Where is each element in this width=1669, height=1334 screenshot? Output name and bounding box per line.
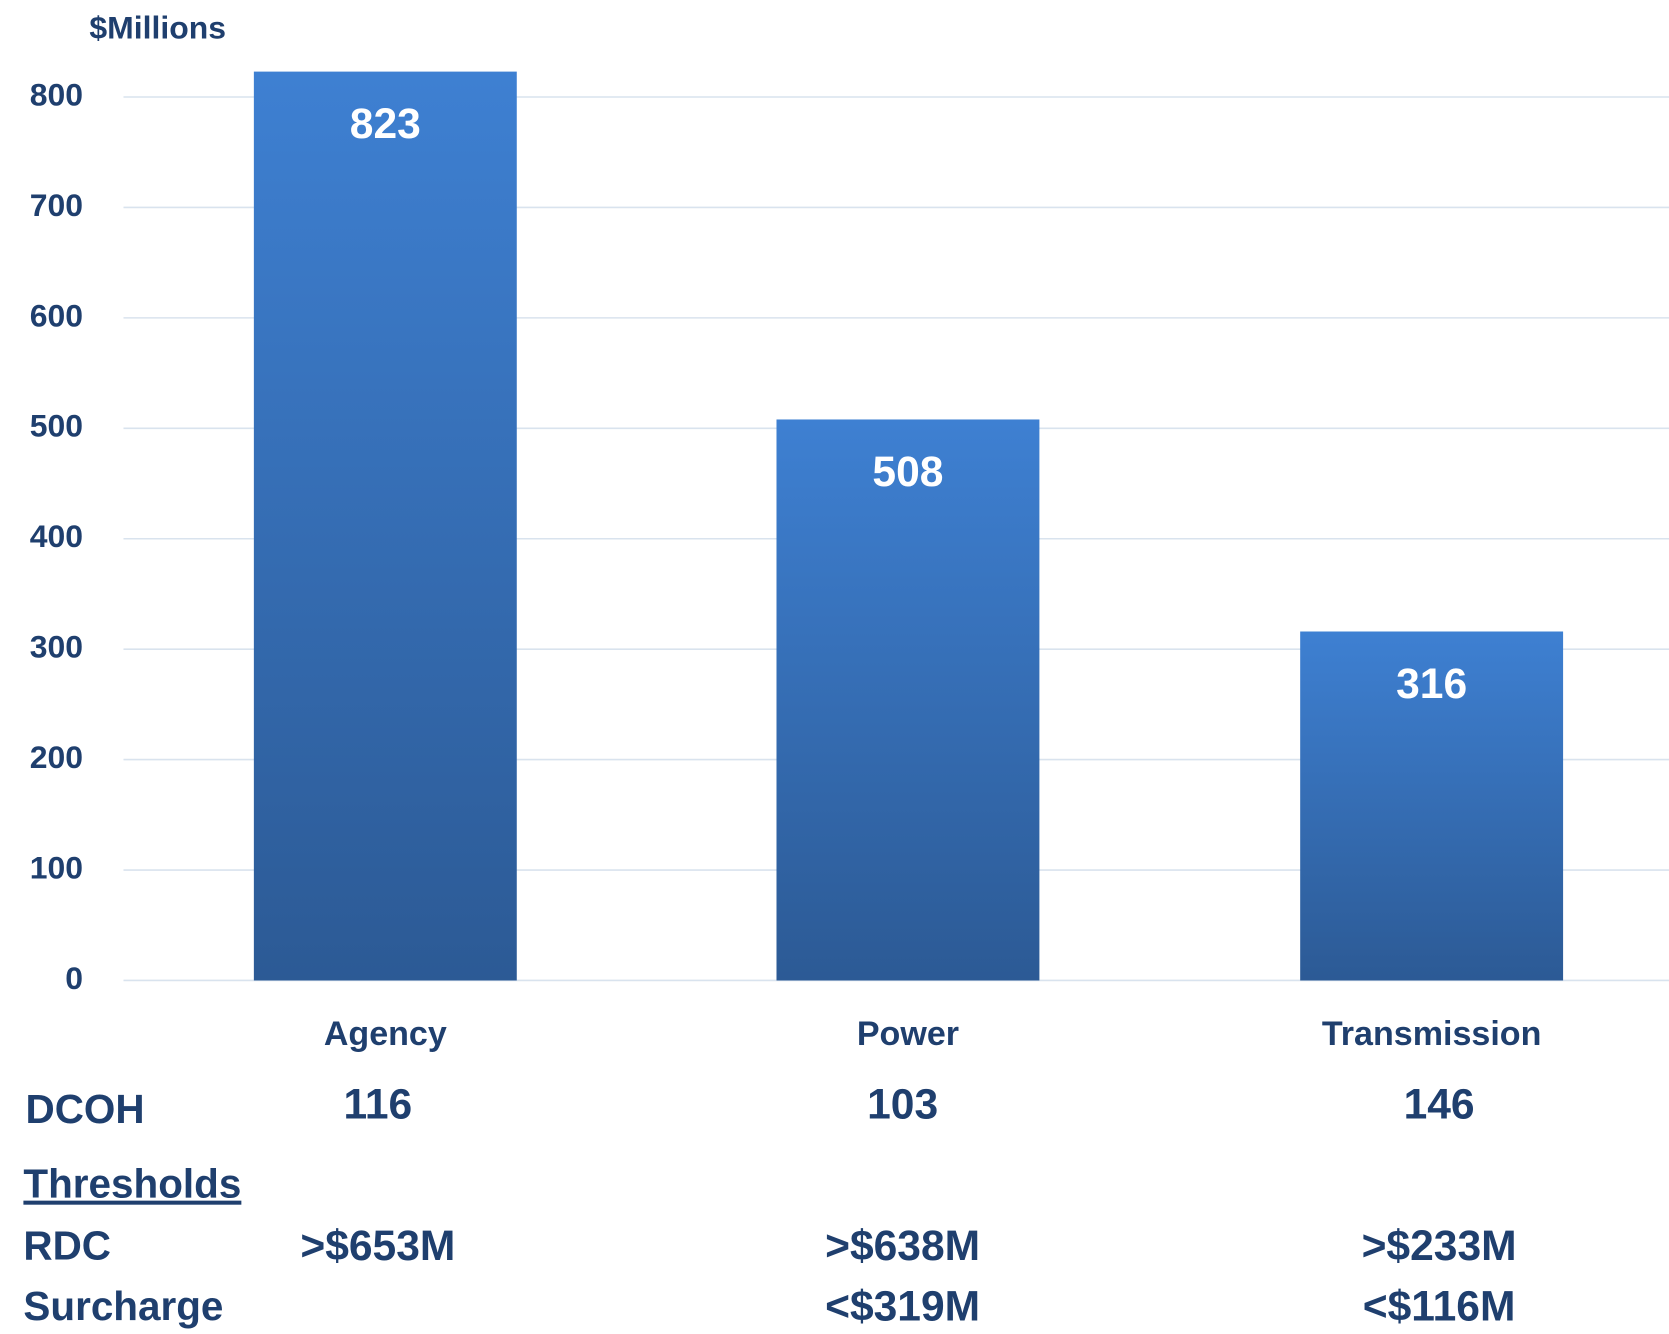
bar (1300, 631, 1564, 981)
bar (776, 419, 1040, 981)
y-tick-label: 600 (30, 297, 83, 333)
y-tick-label: 800 (30, 76, 83, 112)
bar (253, 71, 517, 981)
x-tick-label: Agency (324, 1015, 447, 1053)
threshold-value: <$319M (825, 1283, 980, 1331)
y-tick-label: 500 (30, 408, 83, 444)
y-tick-label: 300 (30, 629, 83, 665)
threshold-value: >$653M (300, 1222, 455, 1270)
dcoh-value: 116 (344, 1080, 413, 1128)
y-axis-label: $Millions (89, 9, 226, 45)
row-label: RDC (23, 1222, 111, 1268)
data-label: 823 (350, 100, 421, 148)
row-label: Surcharge (23, 1283, 223, 1329)
x-tick-label: Power (857, 1015, 959, 1053)
y-tick-label: 0 (65, 960, 83, 996)
y-tick-label: 200 (30, 739, 83, 775)
threshold-value: <$116M (1363, 1283, 1516, 1331)
dcoh-value: 103 (867, 1080, 938, 1128)
y-tick-label: 400 (30, 518, 83, 554)
thresholds-label: Thresholds (23, 1161, 241, 1207)
data-label: 316 (1396, 660, 1467, 708)
x-tick-label: Transmission (1322, 1015, 1542, 1053)
threshold-value: >$233M (1362, 1222, 1517, 1270)
data-label: 508 (872, 448, 943, 496)
threshold-value: >$638M (825, 1222, 980, 1270)
y-tick-label: 100 (30, 849, 83, 885)
y-tick-label: 700 (30, 187, 83, 223)
dcoh-label: DCOH (26, 1086, 145, 1132)
dcoh-value: 146 (1404, 1080, 1475, 1128)
